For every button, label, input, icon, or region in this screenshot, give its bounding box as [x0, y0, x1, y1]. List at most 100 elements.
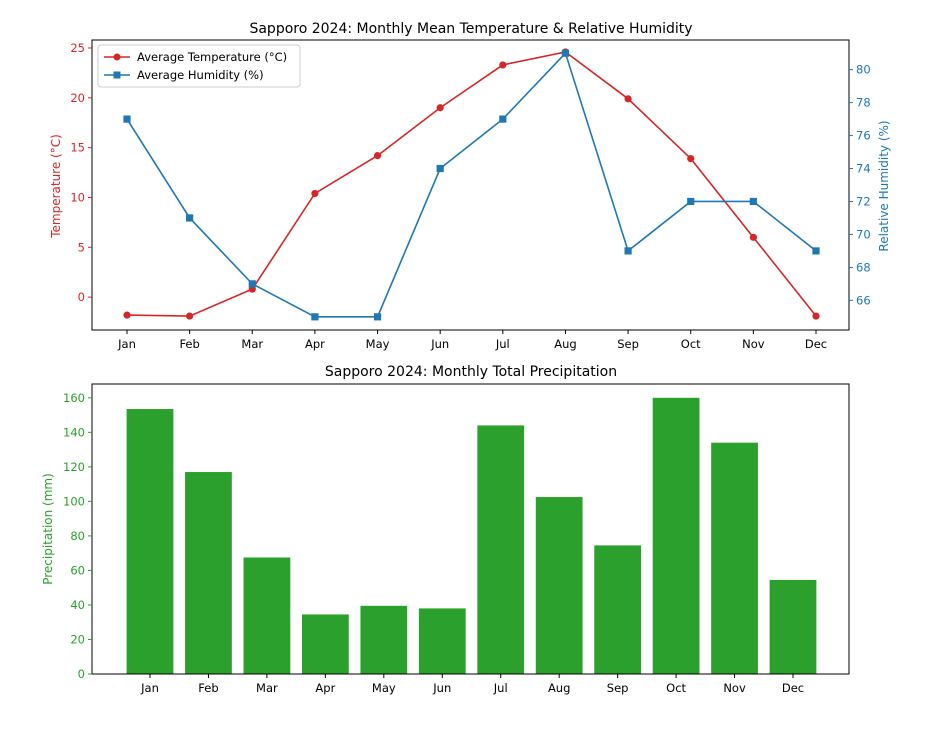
bottom-y-ticks: 0 20 40 60 80 100 120 140 160 — [63, 391, 92, 681]
top-x-tick-label: Mar — [241, 337, 263, 351]
top-x-tick-label: May — [366, 337, 390, 351]
bottom-x-tick-label: Jan — [140, 681, 159, 695]
precipitation-bar — [769, 579, 817, 674]
bottom-x-tick-label: Feb — [198, 681, 218, 695]
bottom-x-tick-label: Oct — [666, 681, 686, 695]
bottom-x-ticks: Jan Feb Mar Apr May Jun Jul Aug Sep Oct Nov Dec — [140, 674, 804, 695]
bottom-x-tick-label: Mar — [256, 681, 278, 695]
top-right-axis-label: Relative Humidity (%) — [877, 120, 891, 251]
top-right-tick-label: 66 — [856, 293, 871, 307]
top-left-tick-label: 0 — [78, 290, 85, 304]
legend-box — [97, 44, 301, 88]
top-legend: Average Temperature (°C) Average Humidit… — [97, 44, 301, 88]
legend-humidity-label: Average Humidity (%) — [137, 68, 264, 82]
precipitation-bar — [711, 442, 758, 674]
top-x-tick-label: Feb — [179, 337, 199, 351]
bottom-y-tick-label: 20 — [70, 632, 85, 646]
bottom-y-tick-label: 100 — [63, 494, 85, 508]
top-right-tick-label: 70 — [856, 227, 871, 241]
legend-temp-marker — [113, 53, 121, 61]
bottom-y-tick-label: 80 — [70, 529, 85, 543]
top-left-y-ticks: 0 5 10 15 20 25 — [70, 41, 92, 304]
top-chart-title: Sapporo 2024: Monthly Mean Temperature &… — [249, 21, 692, 37]
bottom-y-tick-label: 60 — [70, 563, 85, 577]
top-left-tick-label: 25 — [70, 41, 85, 55]
temperature-line — [126, 51, 817, 317]
bottom-y-tick-label: 40 — [70, 598, 85, 612]
top-right-tick-label: 80 — [856, 63, 871, 77]
top-x-tick-label: Jul — [495, 337, 510, 351]
top-left-tick-label: 15 — [70, 141, 85, 155]
bottom-plot-frame — [91, 383, 850, 675]
temperature-point — [436, 104, 444, 112]
bottom-x-tick-label: Nov — [723, 681, 746, 695]
humidity-point — [687, 197, 695, 206]
temperature-point — [624, 95, 632, 103]
top-left-axis-label: Temperature (°C) — [49, 134, 63, 239]
top-x-tick-label: Aug — [554, 337, 576, 351]
temperature-point — [123, 311, 131, 319]
precipitation-bar — [185, 472, 232, 674]
top-x-ticks: Jan Feb Mar Apr May Jun Jul Aug Sep Oct Nov Dec — [117, 330, 827, 351]
precipitation-bar — [243, 557, 291, 674]
legend-temp-label: Average Temperature (°C) — [137, 50, 287, 64]
humidity-point — [436, 164, 444, 173]
top-x-tick-label: Apr — [305, 337, 325, 351]
top-x-tick-label: Oct — [681, 337, 701, 351]
top-right-tick-label: 78 — [856, 96, 871, 110]
top-x-tick-label: Dec — [805, 337, 827, 351]
top-plot-frame — [91, 39, 850, 331]
precipitation-bar — [360, 605, 408, 674]
legend-humidity-marker — [113, 71, 121, 79]
precipitation-bar — [301, 614, 349, 674]
humidity-point — [812, 247, 820, 255]
humidity-point — [561, 49, 570, 57]
top-left-tick-label: 5 — [78, 240, 85, 254]
top-right-tick-label: 74 — [856, 162, 871, 176]
bottom-axis-label: Precipitation (mm) — [41, 473, 55, 585]
temperature-point — [186, 312, 194, 320]
bottom-x-tick-label: Aug — [548, 681, 570, 695]
precipitation-bar — [594, 545, 642, 674]
temperature-humidity-chart: Sapporo 2024: Monthly Mean Temperature &… — [49, 21, 891, 351]
precipitation-bar — [477, 425, 525, 674]
top-x-tick-label: Sep — [617, 337, 639, 351]
bottom-x-tick-label: Jul — [493, 681, 508, 695]
bottom-y-tick-label: 0 — [78, 667, 85, 681]
bottom-x-tick-label: Dec — [782, 681, 804, 695]
temperature-point — [373, 152, 382, 160]
humidity-point — [499, 115, 507, 123]
top-left-tick-label: 10 — [70, 190, 85, 204]
bottom-x-tick-label: Apr — [315, 681, 335, 695]
temperature-point — [812, 312, 820, 320]
precipitation-bars — [126, 397, 817, 674]
bottom-y-tick-label: 160 — [63, 391, 85, 405]
top-right-tick-label: 68 — [856, 260, 871, 274]
temperature-point — [687, 154, 695, 163]
top-right-tick-label: 76 — [856, 129, 871, 143]
temperature-point — [499, 61, 507, 69]
bottom-x-tick-label: May — [372, 681, 396, 695]
humidity-point — [311, 313, 319, 321]
temperature-point — [311, 189, 319, 198]
top-left-tick-label: 20 — [70, 91, 85, 105]
precipitation-bar — [126, 409, 174, 674]
humidity-point — [186, 214, 194, 222]
bottom-x-tick-label: Jun — [432, 681, 451, 695]
precipitation-chart: Sapporo 2024: Monthly Total Precipitatio… — [41, 364, 850, 695]
precipitation-bar — [535, 497, 583, 674]
top-x-tick-label: Nov — [742, 337, 765, 351]
precipitation-bar — [652, 397, 700, 674]
top-right-tick-label: 72 — [856, 194, 871, 208]
top-x-tick-label: Jan — [117, 337, 136, 351]
bottom-x-tick-label: Sep — [607, 681, 629, 695]
humidity-point — [123, 115, 131, 123]
temperature-point — [749, 233, 757, 241]
top-right-y-ticks: 66 68 70 72 74 76 78 80 — [849, 63, 871, 307]
bottom-y-tick-label: 140 — [63, 425, 85, 439]
top-series-group — [123, 48, 820, 321]
humidity-point — [373, 313, 382, 321]
humidity-line — [126, 51, 817, 318]
humidity-point — [624, 247, 632, 255]
